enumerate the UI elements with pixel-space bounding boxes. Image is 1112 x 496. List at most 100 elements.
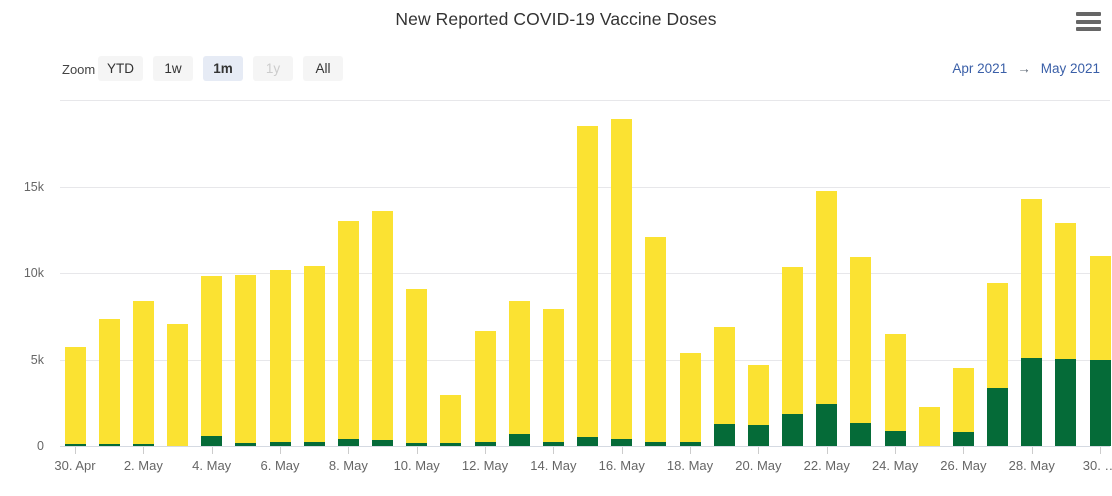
bar-16-may[interactable] (611, 119, 633, 446)
bar-10-may[interactable] (406, 288, 428, 446)
bar-5-may[interactable] (235, 274, 257, 446)
bar-segment-green (542, 442, 564, 446)
bar-4-may[interactable] (201, 275, 223, 446)
x-axis-label: 10. May (393, 458, 440, 473)
bar-segment-yellow (1021, 198, 1043, 358)
bar-24-may[interactable] (884, 334, 906, 446)
bar-segment-green (952, 432, 974, 446)
bar-8-may[interactable] (337, 221, 359, 446)
bar-19-may[interactable] (713, 326, 735, 446)
bar-segment-yellow (372, 210, 394, 440)
x-axis-tick (417, 447, 418, 454)
y-axis-label: 5k (30, 352, 44, 367)
bar-20-may[interactable] (747, 364, 769, 446)
bar-7-may[interactable] (303, 266, 325, 446)
bar-14-may[interactable] (542, 309, 564, 446)
bar-15-may[interactable] (577, 125, 599, 446)
x-axis-label: 14. May (530, 458, 577, 473)
bar-segment-green (782, 413, 804, 446)
bar-13-may[interactable] (508, 300, 530, 446)
x-axis-label: 30. … (1082, 458, 1112, 473)
hamburger-menu-icon[interactable] (1076, 11, 1101, 32)
x-axis-tick (280, 447, 281, 454)
range-to-date[interactable]: May 2021 (1040, 61, 1100, 76)
range-from-date[interactable]: Apr 2021 (952, 61, 1008, 76)
bar-segment-yellow (645, 236, 667, 442)
bar-segment-green (713, 423, 735, 446)
x-axis-tick (75, 447, 76, 454)
y-axis-label: 10k (23, 266, 44, 280)
x-axis-tick (348, 447, 349, 454)
bar-segment-yellow (508, 300, 530, 435)
bar-segment-yellow (747, 364, 769, 426)
bar-29-may[interactable] (1055, 222, 1077, 446)
bar-11-may[interactable] (440, 394, 462, 446)
zoom-button-1w[interactable]: 1w (153, 56, 193, 81)
bar-segment-yellow (98, 318, 120, 445)
hamburger-bar (1076, 12, 1101, 16)
bar-segment-yellow (235, 274, 257, 444)
bar-segment-green (201, 436, 223, 446)
bar-segment-green (406, 443, 428, 446)
zoom-button-ytd[interactable]: YTD (98, 56, 143, 81)
x-axis-label: 8. May (328, 458, 368, 473)
bar-26-may[interactable] (952, 368, 974, 446)
bar-18-may[interactable] (679, 353, 701, 446)
gridline (60, 100, 1110, 101)
x-axis-tick (212, 447, 213, 454)
x-axis-tick (143, 447, 144, 454)
bar-segment-green (64, 444, 86, 446)
x-axis-tick (758, 447, 759, 454)
bar-1-may[interactable] (98, 318, 120, 446)
bar-segment-green (884, 431, 906, 446)
bar-23-may[interactable] (850, 257, 872, 446)
bar-segment-yellow (167, 324, 188, 446)
bar-6-may[interactable] (269, 270, 291, 446)
x-axis-tick (485, 447, 486, 454)
bar-28-may[interactable] (1021, 198, 1043, 446)
bar-12-may[interactable] (474, 330, 496, 446)
bar-segment-yellow (337, 221, 359, 440)
bar-segment-yellow (816, 190, 838, 405)
bar-segment-green (987, 387, 1009, 446)
bar-25-may[interactable] (918, 407, 940, 446)
bar-21-may[interactable] (782, 266, 804, 446)
zoom-button-all[interactable]: All (303, 56, 343, 81)
bar-segment-yellow (850, 257, 872, 423)
bar-3-may[interactable] (167, 324, 188, 446)
bar-segment-yellow (132, 300, 154, 445)
bar-segment-green (1021, 357, 1043, 446)
bar-27-may[interactable] (987, 283, 1009, 446)
bar-segment-green (747, 425, 769, 446)
bar-segment-green (1089, 360, 1111, 446)
bar-2-may[interactable] (132, 300, 154, 446)
bar-segment-yellow (884, 334, 906, 432)
x-axis-label: 22. May (803, 458, 850, 473)
bar-segment-yellow (64, 347, 86, 445)
bar-segment-yellow (918, 407, 940, 446)
bar-22-may[interactable] (816, 190, 838, 446)
bar-segment-yellow (474, 330, 496, 443)
bar-segment-green (440, 442, 462, 446)
zoom-button-1m[interactable]: 1m (203, 56, 243, 81)
bar-segment-yellow (1055, 222, 1077, 359)
x-axis-label: 18. May (666, 458, 714, 473)
x-axis-label: 6. May (260, 458, 300, 473)
bar-9-may[interactable] (372, 210, 394, 446)
bar-segment-green (577, 437, 599, 446)
bar-30-may[interactable] (1089, 255, 1111, 446)
y-axis-label: 15k (23, 179, 44, 194)
bar-segment-green (269, 441, 291, 446)
range-display: Apr 2021 → May 2021 (952, 61, 1100, 76)
bar-30-apr[interactable] (64, 347, 86, 446)
bar-segment-green (508, 434, 530, 446)
bar-segment-green (303, 441, 325, 446)
range-selector-row: Zoom YTD 1w 1m 1y All Apr 2021 → May 2021 (0, 56, 1112, 84)
x-axis-label: 4. May (192, 458, 232, 473)
x-axis-label: 2. May (123, 458, 163, 473)
x-axis-line (60, 446, 1110, 447)
bar-17-may[interactable] (645, 236, 667, 446)
bar-segment-yellow (679, 353, 701, 442)
